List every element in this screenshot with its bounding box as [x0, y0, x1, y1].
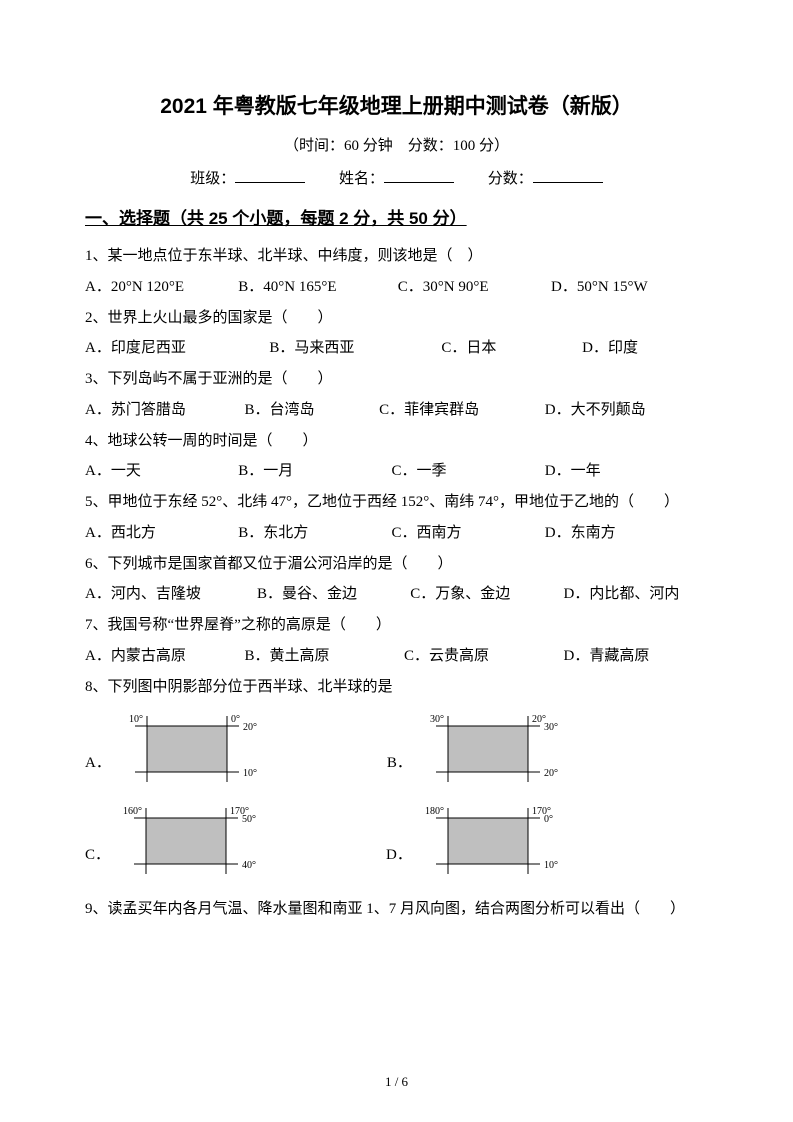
svg-text:20°: 20°: [544, 768, 558, 779]
q3-c: C．菲律宾群岛: [379, 395, 541, 426]
q7-c: C．云贵高原: [404, 641, 560, 672]
svg-text:40°: 40°: [242, 860, 256, 871]
q4-a: A．一天: [85, 456, 235, 487]
name-blank[interactable]: [384, 168, 454, 183]
q6-a: A．河内、吉隆坡: [85, 579, 253, 610]
q8-label-D: D．: [386, 843, 412, 864]
q6-d: D．内比都、河内: [563, 579, 679, 610]
q7-options: A．内蒙古高原 B．黄土高原 C．云贵高原 D．青藏高原: [85, 641, 708, 672]
q5-a: A．西北方: [85, 518, 235, 549]
q8-text: 8、下列图中阴影部分位于西半球、北半球的是: [85, 672, 708, 703]
svg-text:10°: 10°: [544, 860, 558, 871]
grid-diagram-C: 160°170°50°40°: [116, 800, 266, 886]
page-subtitle: （时间：60 分钟 分数：100 分）: [85, 134, 708, 155]
q1-a: A．20°N 120°E: [85, 272, 235, 303]
svg-text:10°: 10°: [129, 714, 143, 725]
q4-b: B．一月: [238, 456, 388, 487]
page-footer: 1 / 6: [0, 1074, 793, 1090]
q5-text: 5、甲地位于东经 52°、北纬 47°，乙地位于西经 152°、南纬 74°，甲…: [85, 487, 708, 518]
q3-b: B．台湾岛: [245, 395, 376, 426]
q1-d: D．50°N 15°W: [551, 272, 701, 303]
q9-text: 9、读孟买年内各月气温、降水量图和南亚 1、7 月风向图，结合两图分析可以看出（…: [85, 894, 708, 925]
q1-text: 1、某一地点位于东半球、北半球、中纬度，则该地是（ ）: [85, 241, 708, 272]
score-blank[interactable]: [533, 168, 603, 183]
q4-options: A．一天 B．一月 C．一季 D．一年: [85, 456, 708, 487]
q8-label-C: C．: [85, 843, 110, 864]
svg-text:30°: 30°: [430, 714, 444, 725]
q3-a: A．苏门答腊岛: [85, 395, 241, 426]
q2-b: B．马来西亚: [269, 333, 437, 364]
q8-label-B: B．: [387, 751, 412, 772]
name-label: 姓名：: [339, 171, 384, 187]
q2-d: D．印度: [582, 333, 638, 364]
q6-b: B．曼谷、金边: [257, 579, 407, 610]
svg-text:30°: 30°: [544, 722, 558, 733]
q8-diagram-D: D． 180°170°0°10°: [386, 800, 568, 886]
q1-b: B．40°N 165°E: [238, 272, 394, 303]
q8-diagram-A: A． 10° 0°20° 10°: [85, 708, 267, 794]
q4-c: C．一季: [392, 456, 542, 487]
q6-options: A．河内、吉隆坡 B．曼谷、金边 C．万象、金边 D．内比都、河内: [85, 579, 708, 610]
q8-diagram-row2: C． 160°170°50°40° D． 180°170°0°10°: [85, 800, 708, 886]
q8-diagram-B: B． 30°20°30°20°: [387, 708, 568, 794]
q7-text: 7、我国号称“世界屋脊”之称的高原是（ ）: [85, 610, 708, 641]
q5-b: B．东北方: [238, 518, 388, 549]
q7-b: B．黄土高原: [245, 641, 401, 672]
grid-diagram-D: 180°170°0°10°: [418, 800, 568, 886]
svg-text:10°: 10°: [243, 768, 257, 779]
q7-a: A．内蒙古高原: [85, 641, 241, 672]
q3-options: A．苏门答腊岛 B．台湾岛 C．菲律宾群岛 D．大不列颠岛: [85, 395, 708, 426]
grid-diagram-A: 10° 0°20° 10°: [117, 708, 267, 794]
svg-text:20°: 20°: [243, 722, 257, 733]
q4-d: D．一年: [545, 456, 695, 487]
q8-label-A: A．: [85, 751, 111, 772]
section-heading-1: 一、选择题（共 25 个小题，每题 2 分，共 50 分）: [85, 204, 708, 229]
svg-text:0°: 0°: [231, 714, 240, 725]
q6-c: C．万象、金边: [410, 579, 560, 610]
page-title: 2021 年粤教版七年级地理上册期中测试卷（新版）: [85, 90, 708, 120]
exam-page: 2021 年粤教版七年级地理上册期中测试卷（新版） （时间：60 分钟 分数：1…: [0, 0, 793, 1122]
q5-c: C．西南方: [392, 518, 542, 549]
q8-diagram-C: C． 160°170°50°40°: [85, 800, 266, 886]
class-blank[interactable]: [235, 168, 305, 183]
svg-text:180°: 180°: [425, 806, 444, 817]
q1-options: A．20°N 120°E B．40°N 165°E C．30°N 90°E D．…: [85, 272, 708, 303]
q1-c: C．30°N 90°E: [398, 272, 548, 303]
info-row: 班级： 姓名： 分数：: [85, 167, 708, 188]
q7-d: D．青藏高原: [564, 641, 650, 672]
q8-diagram-row1: A． 10° 0°20° 10° B． 30° 20° 30° 20°: [85, 708, 708, 794]
q5-options: A．西北方 B．东北方 C．西南方 D．东南方: [85, 518, 708, 549]
q2-options: A．印度尼西亚 B．马来西亚 C．日本 D．印度: [85, 333, 708, 364]
q6-text: 6、下列城市是国家首都又位于湄公河沿岸的是（ ）: [85, 549, 708, 580]
q4-text: 4、地球公转一周的时间是（ ）: [85, 426, 708, 457]
q2-c: C．日本: [441, 333, 578, 364]
svg-text:0°: 0°: [544, 814, 553, 825]
grid-diagram-B: 30°20°30°20°: [418, 708, 568, 794]
q2-a: A．印度尼西亚: [85, 333, 266, 364]
svg-text:50°: 50°: [242, 814, 256, 825]
svg-text:160°: 160°: [123, 806, 142, 817]
q5-d: D．东南方: [545, 518, 695, 549]
q3-d: D．大不列颠岛: [545, 395, 646, 426]
q2-text: 2、世界上火山最多的国家是（ ）: [85, 303, 708, 334]
score-label: 分数：: [488, 171, 533, 187]
class-label: 班级：: [190, 171, 235, 187]
q3-text: 3、下列岛屿不属于亚洲的是（ ）: [85, 364, 708, 395]
